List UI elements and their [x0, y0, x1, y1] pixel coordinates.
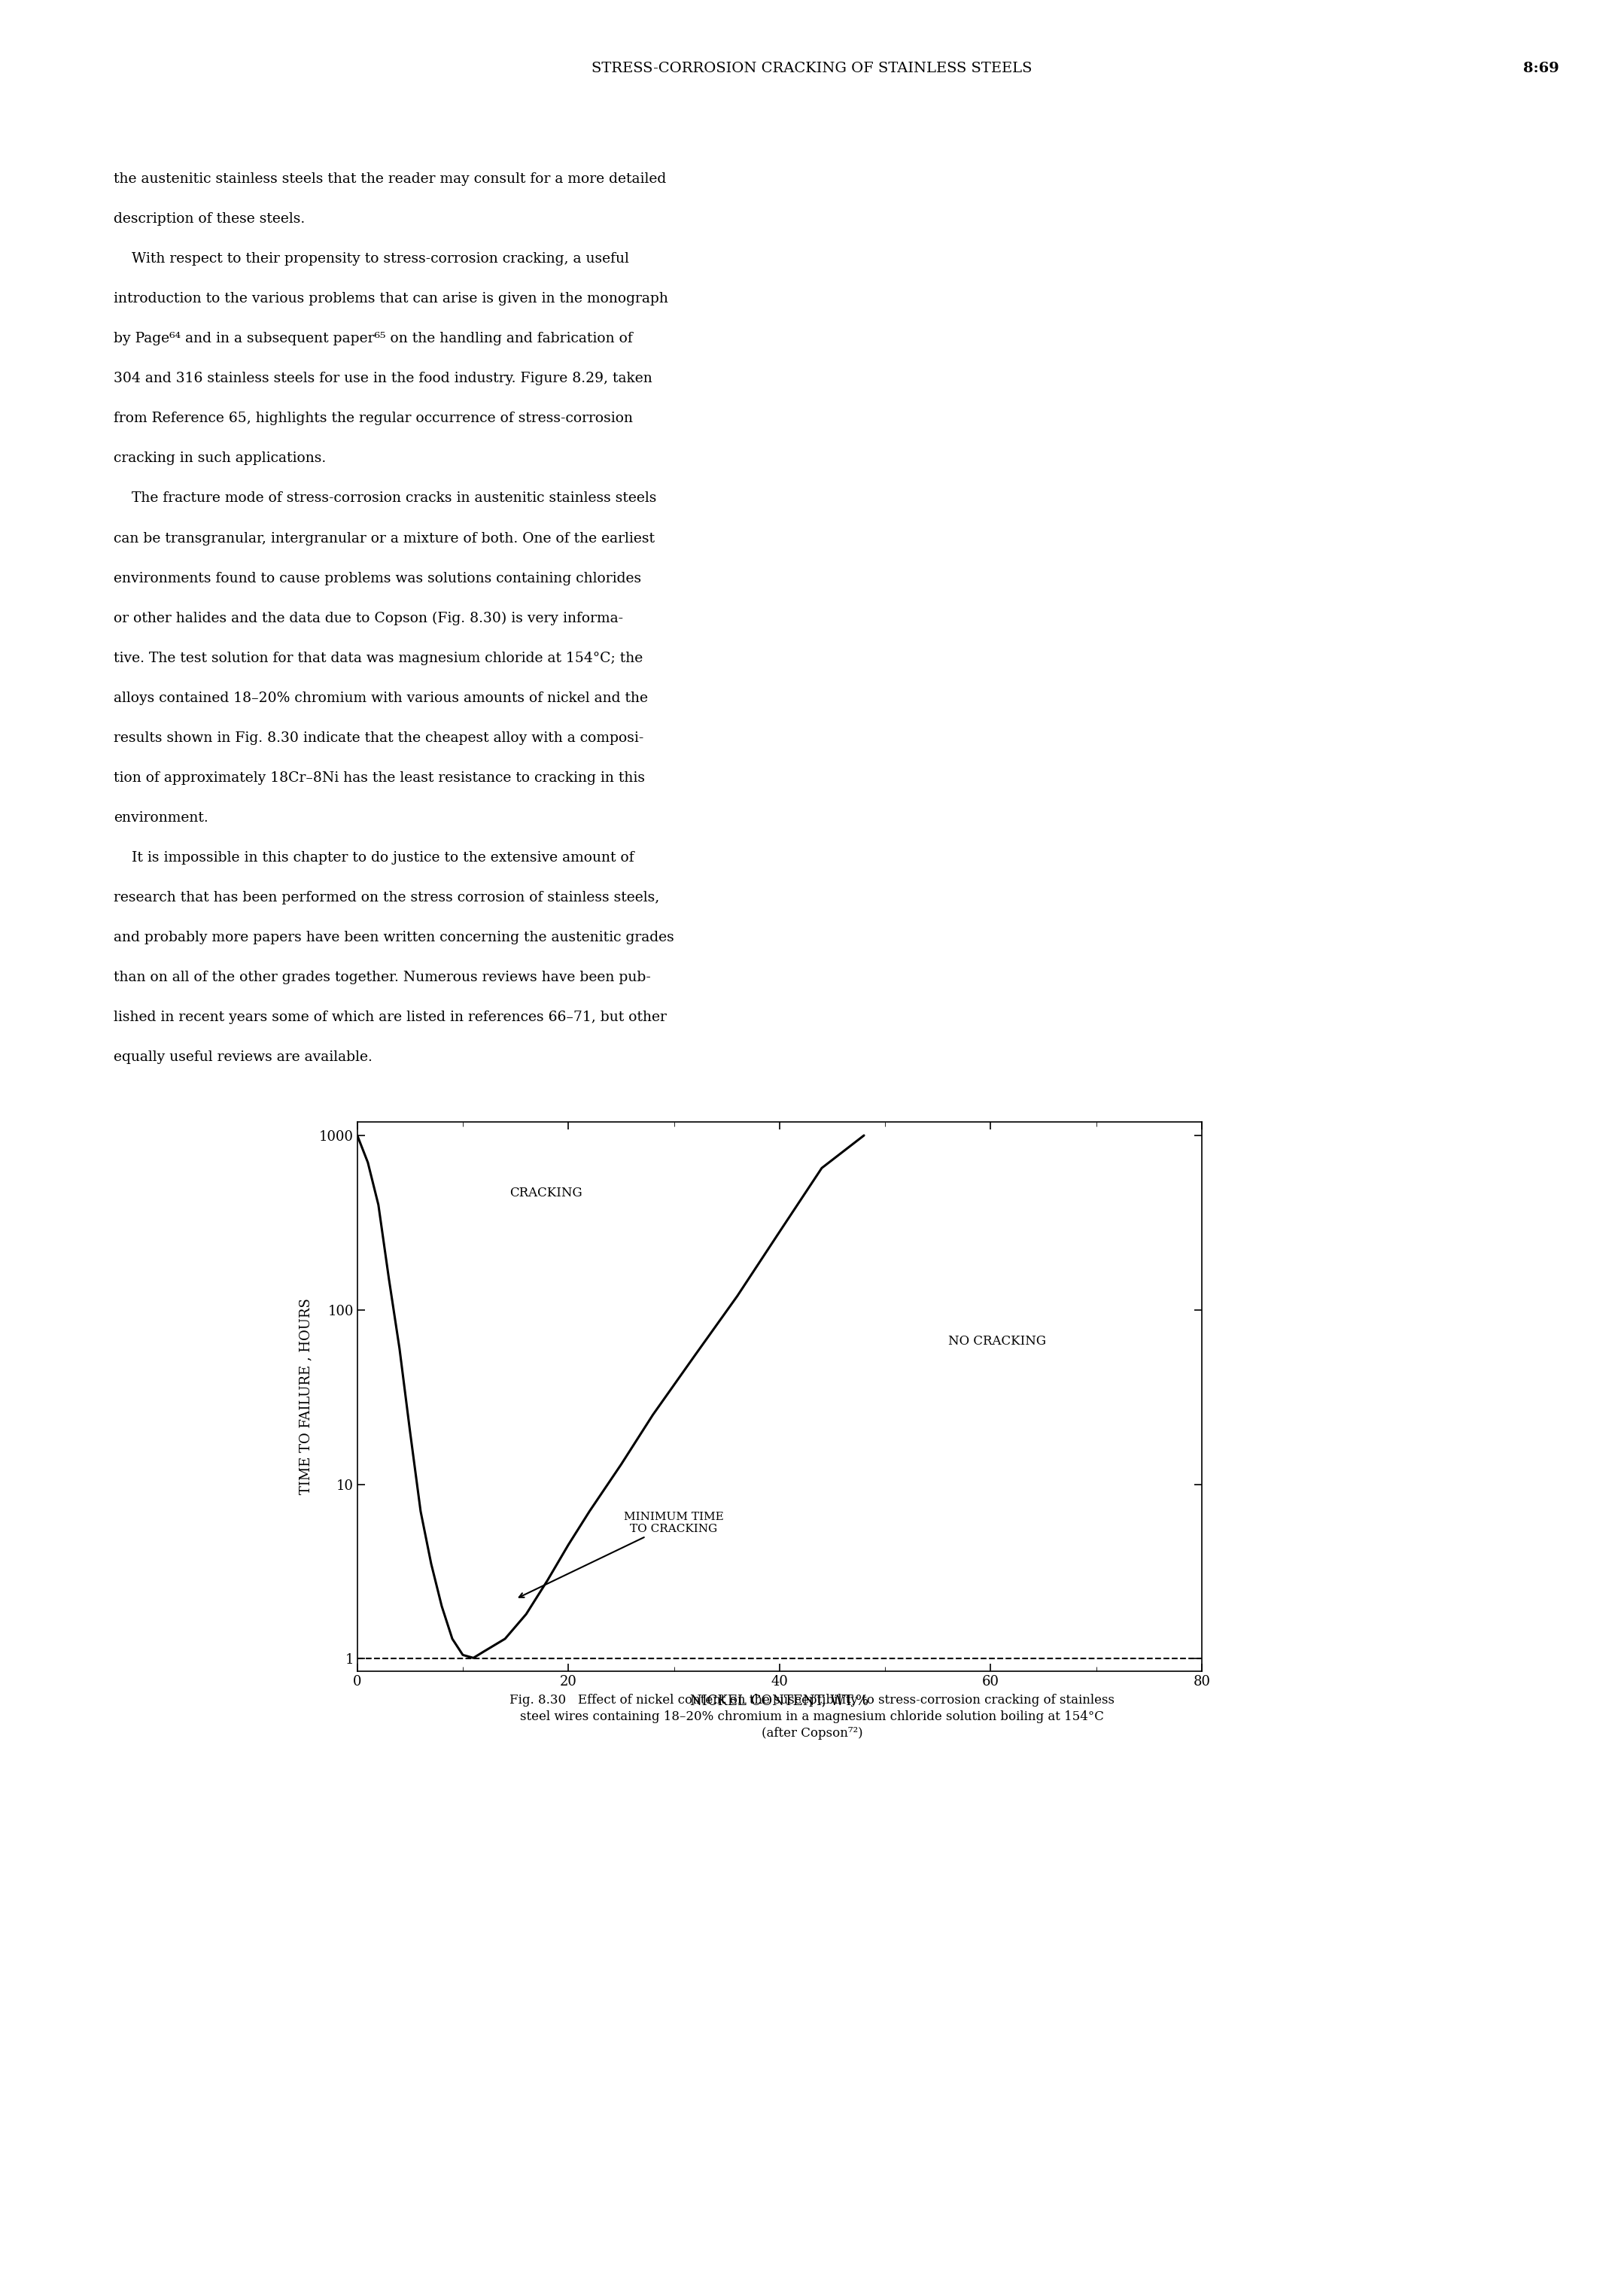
Text: environments found to cause problems was solutions containing chlorides: environments found to cause problems was…	[114, 572, 641, 586]
Text: alloys contained 18–20% chromium with various amounts of nickel and the: alloys contained 18–20% chromium with va…	[114, 691, 648, 705]
X-axis label: NICKEL CONTENT, WT.%: NICKEL CONTENT, WT.%	[690, 1694, 869, 1708]
Text: 304 and 316 stainless steels for use in the food industry. Figure 8.29, taken: 304 and 316 stainless steels for use in …	[114, 371, 653, 385]
Text: equally useful reviews are available.: equally useful reviews are available.	[114, 1051, 372, 1064]
Text: or other halides and the data due to Copson (Fig. 8.30) is very informa-: or other halides and the data due to Cop…	[114, 611, 624, 625]
Text: research that has been performed on the stress corrosion of stainless steels,: research that has been performed on the …	[114, 890, 659, 904]
Text: by Page⁶⁴ and in a subsequent paper⁶⁵ on the handling and fabrication of: by Page⁶⁴ and in a subsequent paper⁶⁵ on…	[114, 332, 633, 346]
Text: 8:69: 8:69	[1523, 62, 1559, 76]
Text: the austenitic stainless steels that the reader may consult for a more detailed: the austenitic stainless steels that the…	[114, 172, 666, 185]
Text: tion of approximately 18Cr–8Ni has the least resistance to cracking in this: tion of approximately 18Cr–8Ni has the l…	[114, 771, 645, 785]
Text: can be transgranular, intergranular or a mixture of both. One of the earliest: can be transgranular, intergranular or a…	[114, 531, 654, 545]
Text: and probably more papers have been written concerning the austenitic grades: and probably more papers have been writt…	[114, 932, 674, 945]
Text: cracking in such applications.: cracking in such applications.	[114, 451, 326, 465]
Text: MINIMUM TIME
TO CRACKING: MINIMUM TIME TO CRACKING	[520, 1511, 724, 1598]
Text: description of these steels.: description of these steels.	[114, 213, 305, 227]
Text: from Reference 65, highlights the regular occurrence of stress-corrosion: from Reference 65, highlights the regula…	[114, 412, 633, 426]
Text: lished in recent years some of which are listed in references 66–71, but other: lished in recent years some of which are…	[114, 1012, 667, 1025]
Text: introduction to the various problems that can arise is given in the monograph: introduction to the various problems tha…	[114, 293, 667, 304]
Text: NO CRACKING: NO CRACKING	[948, 1334, 1046, 1348]
Text: than on all of the other grades together. Numerous reviews have been pub-: than on all of the other grades together…	[114, 971, 651, 984]
Y-axis label: TIME TO FAILURE , HOURS: TIME TO FAILURE , HOURS	[299, 1298, 313, 1495]
Text: It is impossible in this chapter to do justice to the extensive amount of: It is impossible in this chapter to do j…	[114, 852, 633, 865]
Text: results shown in Fig. 8.30 indicate that the cheapest alloy with a composi-: results shown in Fig. 8.30 indicate that…	[114, 730, 643, 744]
Text: tive. The test solution for that data was magnesium chloride at 154°C; the: tive. The test solution for that data wa…	[114, 652, 643, 666]
Text: CRACKING: CRACKING	[510, 1186, 581, 1199]
Text: environment.: environment.	[114, 810, 208, 824]
Text: With respect to their propensity to stress-corrosion cracking, a useful: With respect to their propensity to stre…	[114, 252, 628, 266]
Text: STRESS-CORROSION CRACKING OF STAINLESS STEELS: STRESS-CORROSION CRACKING OF STAINLESS S…	[591, 62, 1033, 76]
Text: The fracture mode of stress-corrosion cracks in austenitic stainless steels: The fracture mode of stress-corrosion cr…	[114, 492, 656, 506]
Text: Fig. 8.30   Effect of nickel content on the susceptibility to stress-corrosion c: Fig. 8.30 Effect of nickel content on th…	[510, 1694, 1114, 1740]
